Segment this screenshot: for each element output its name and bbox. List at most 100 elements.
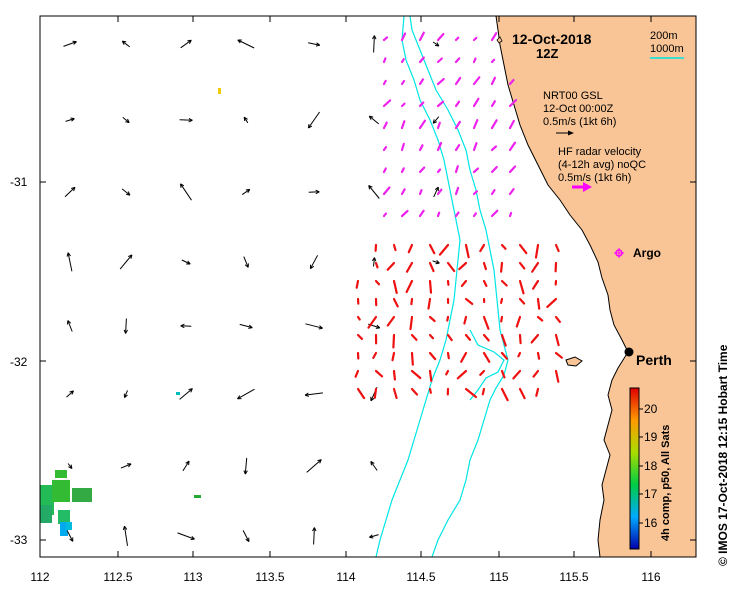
radar-arrow	[392, 387, 398, 399]
radar-arrow	[464, 297, 474, 305]
radar-arrow	[392, 333, 396, 349]
model-current-arrow	[241, 188, 251, 196]
radar-arrow	[400, 142, 405, 152]
model-current-arrow	[432, 116, 440, 124]
radar-arrow	[508, 165, 517, 174]
radar-arrow	[454, 76, 462, 86]
radar-arrow	[464, 387, 478, 399]
radar-arrow	[418, 119, 426, 130]
islet	[496, 36, 503, 44]
radar-arrow	[500, 315, 504, 323]
radar-arrow	[436, 168, 442, 174]
radar-arrow	[490, 189, 496, 196]
radar-arrow	[428, 369, 433, 382]
model-current-arrow	[179, 388, 193, 400]
radar-arrow	[386, 315, 396, 327]
radar-arrow	[392, 297, 399, 308]
radar-arrow	[546, 297, 558, 308]
radar-arrow	[500, 369, 506, 379]
model-current-arrow	[304, 392, 323, 397]
radar-arrow	[463, 315, 468, 325]
colorbar-tick-label: 19	[644, 430, 658, 444]
y-tick-label: -31	[10, 175, 28, 189]
radar-arrow	[382, 212, 388, 218]
hf-radar-arrows	[354, 31, 564, 402]
radar-arrow	[436, 121, 441, 130]
radar-arrow	[382, 121, 388, 130]
island-rottnest	[565, 356, 583, 367]
radar-arrow	[554, 333, 560, 347]
model-current-arrow	[67, 463, 73, 469]
model-current-arrow	[181, 259, 191, 265]
radar-arrow	[472, 190, 478, 196]
legend-1000m: 1000m	[650, 43, 684, 55]
radar-arrow	[500, 351, 508, 360]
radar-arrow	[482, 261, 487, 271]
radar-arrow	[482, 279, 488, 287]
radar-arrow	[482, 351, 491, 363]
x-tick-label: 112	[30, 570, 49, 584]
legend-radar-scale: 0.5m/s (1kt 6h)	[558, 172, 631, 184]
perth-label: Perth	[636, 352, 672, 368]
sst-pixel	[194, 495, 201, 498]
radar-arrow	[464, 243, 470, 259]
radar-arrow	[490, 165, 498, 174]
radar-arrow	[400, 102, 406, 108]
sst-patch-southwest	[40, 470, 92, 536]
radar-arrow	[418, 189, 423, 196]
radar-arrow	[482, 333, 490, 342]
radar-arrow	[481, 387, 486, 396]
x-tick-label: 112.5	[103, 570, 132, 584]
isobath-1000m	[375, 16, 461, 557]
model-current-arrow	[372, 35, 377, 53]
radar-arrow	[490, 119, 498, 130]
x-tick-label: 114.5	[406, 570, 435, 584]
model-current-arrow	[121, 40, 131, 48]
radar-arrow	[518, 279, 525, 295]
radar-arrow	[410, 333, 418, 341]
radar-arrow	[356, 333, 364, 340]
x-axis-labels: 112 112.5 113 113.5 114 114.5 115 115.5 …	[30, 570, 660, 584]
radar-arrow	[554, 351, 564, 359]
radar-arrow	[454, 186, 460, 196]
radar-arrow	[374, 261, 379, 269]
land-western-australia	[495, 16, 696, 557]
radar-arrow	[392, 369, 396, 381]
radar-arrow	[456, 369, 468, 380]
radar-arrow	[531, 261, 540, 273]
legend-radar-arrow	[572, 182, 592, 192]
radar-arrow	[472, 142, 478, 152]
radar-arrow	[518, 297, 526, 305]
model-current-arrow	[371, 257, 377, 267]
x-tick-label: 116	[641, 570, 660, 584]
radar-arrow	[428, 279, 433, 294]
colorbar-tick-label: 16	[644, 516, 658, 530]
radar-arrow	[460, 351, 468, 363]
radar-arrow	[410, 387, 419, 396]
radar-arrow	[472, 76, 481, 86]
y-tick-label: -32	[10, 355, 28, 369]
radar-arrow	[472, 97, 480, 108]
model-current-arrow	[243, 256, 249, 268]
radar-arrow	[536, 297, 541, 310]
model-current-arrow	[180, 39, 192, 49]
radar-arrow	[392, 243, 397, 252]
radar-arrow	[508, 188, 515, 196]
radar-arrow	[356, 315, 361, 321]
radar-arrow	[500, 297, 504, 304]
model-current-arrow	[180, 183, 192, 201]
radar-arrow	[518, 261, 526, 270]
radar-arrow	[410, 351, 414, 366]
model-current-arrows	[63, 35, 440, 546]
radar-arrow	[400, 32, 407, 42]
radar-arrow	[536, 315, 544, 322]
radar-arrow	[500, 243, 507, 250]
model-current-arrow	[305, 323, 323, 330]
model-current-arrow	[63, 40, 77, 47]
radar-arrow	[418, 209, 425, 218]
radar-arrow	[490, 32, 498, 42]
legend-model-scale: 0.5m/s (1kt 6h)	[543, 116, 616, 128]
legend-radar-avg: (4-12h avg) noQC	[558, 159, 646, 171]
model-current-arrow	[122, 525, 128, 546]
